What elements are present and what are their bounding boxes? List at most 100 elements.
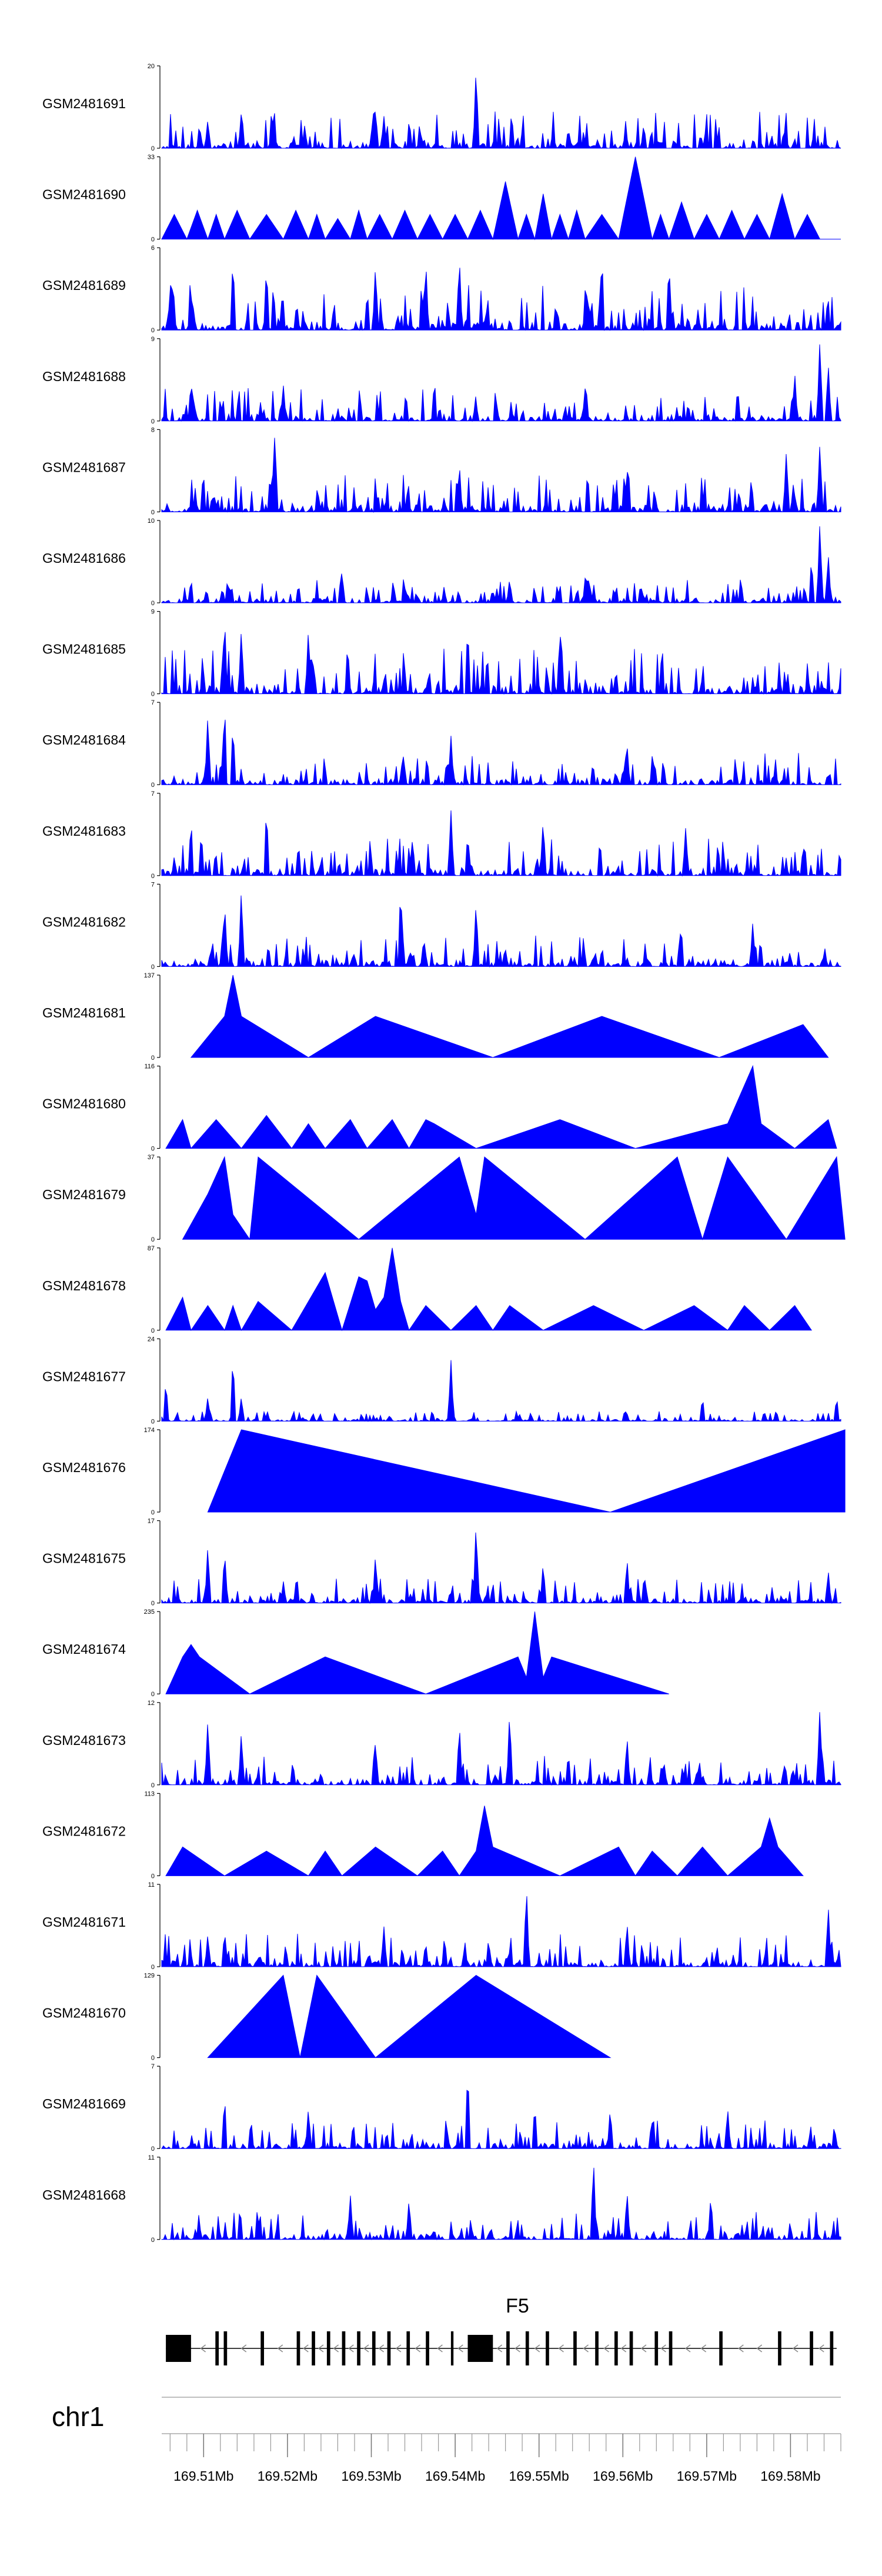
coverage-area <box>161 156 841 241</box>
y-min-label: 0 <box>151 145 155 152</box>
track-label: GSM2481674 <box>42 1641 126 1657</box>
y-min-label: 0 <box>151 1964 155 1971</box>
strand-arrow <box>318 2344 324 2353</box>
coverage-area <box>161 1712 841 1786</box>
track-GSM2481690: GSM2481690 33 0 <box>42 154 841 243</box>
strand-arrow <box>700 2344 707 2353</box>
coverage-area <box>182 1156 846 1240</box>
track-GSM2481680: GSM2481680 116 0 <box>42 1063 837 1153</box>
gene-exon <box>326 2331 330 2365</box>
coverage-area <box>165 1806 804 1877</box>
y-min-label: 0 <box>151 1782 155 1789</box>
strand-arrow <box>496 2344 503 2353</box>
y-max-label: 7 <box>151 790 155 798</box>
strand-arrow <box>534 2344 540 2353</box>
strand-arrow <box>277 2344 283 2353</box>
coverage-area <box>165 1611 669 1694</box>
track-label: GSM2481678 <box>42 1278 126 1293</box>
y-min-label: 0 <box>151 1691 155 1698</box>
y-max-label: 10 <box>148 518 155 525</box>
gene-exon <box>669 2331 673 2365</box>
track-GSM2481687: GSM2481687 8 0 <box>42 426 841 516</box>
track-label: GSM2481681 <box>42 1005 126 1020</box>
track-GSM2481689: GSM2481689 6 0 <box>42 245 841 334</box>
track-GSM2481671: GSM2481671 11 0 <box>42 1881 841 1971</box>
y-max-label: 24 <box>148 1336 155 1343</box>
y-max-label: 7 <box>151 2063 155 2070</box>
y-max-label: 20 <box>148 63 155 70</box>
strand-arrow <box>583 2344 589 2353</box>
track-GSM2481682: GSM2481682 7 0 <box>42 881 841 970</box>
track-GSM2481668: GSM2481668 11 0 <box>42 2154 841 2244</box>
strand-arrow <box>200 2344 206 2353</box>
strand-arrow <box>240 2344 247 2353</box>
coverage-area <box>161 78 841 149</box>
y-min-label: 0 <box>151 2055 155 2062</box>
y-max-label: 8 <box>151 426 155 433</box>
coverage-area <box>161 2090 841 2150</box>
gene-exon <box>654 2331 659 2365</box>
track-GSM2481684: GSM2481684 7 0 <box>42 699 841 789</box>
y-max-label: 137 <box>144 972 155 979</box>
gene-exon <box>223 2331 228 2365</box>
strand-arrow <box>333 2344 339 2353</box>
track-label: GSM2481671 <box>42 1914 126 1930</box>
axis-tick-label: 169.52Mb <box>258 2468 318 2484</box>
y-max-label: 11 <box>148 1881 155 1888</box>
coverage-area <box>207 1429 846 1513</box>
y-min-label: 0 <box>151 1236 155 1243</box>
axis-tick-label: 169.53Mb <box>341 2468 401 2484</box>
track-GSM2481672: GSM2481672 113 0 <box>42 1790 804 1880</box>
track-GSM2481678: GSM2481678 87 0 <box>42 1245 813 1334</box>
y-min-label: 0 <box>151 873 155 880</box>
track-label: GSM2481675 <box>42 1551 126 1566</box>
y-max-label: 116 <box>144 1063 155 1070</box>
strand-arrow <box>415 2344 421 2353</box>
y-min-label: 0 <box>151 2237 155 2244</box>
strand-arrow <box>348 2344 354 2353</box>
strand-arrow <box>378 2344 385 2353</box>
track-label: GSM2481670 <box>42 2006 126 2021</box>
gene-exon <box>215 2331 219 2365</box>
y-max-label: 37 <box>148 1154 155 1161</box>
gene-exon <box>357 2331 360 2365</box>
y-max-label: 9 <box>151 609 155 616</box>
track-label: GSM2481668 <box>42 2187 126 2203</box>
gene-exon <box>260 2331 264 2365</box>
y-max-label: 235 <box>144 1609 155 1616</box>
strand-arrow <box>756 2344 763 2353</box>
track-label: GSM2481680 <box>42 1096 126 1112</box>
y-min-label: 0 <box>151 963 155 970</box>
y-min-label: 0 <box>151 418 155 425</box>
y-max-label: 129 <box>144 1973 155 1980</box>
y-min-label: 0 <box>151 1509 155 1516</box>
strand-arrow <box>738 2344 744 2353</box>
coverage-area <box>161 1532 841 1604</box>
y-max-label: 7 <box>151 699 155 706</box>
gene-exon <box>372 2331 376 2365</box>
coverage-area <box>161 2167 841 2241</box>
coverage-area <box>161 810 841 877</box>
axis-tick-label: 169.51Mb <box>173 2468 233 2484</box>
track-GSM2481688: GSM2481688 9 0 <box>42 336 841 425</box>
track-label: GSM2481688 <box>42 369 126 384</box>
track-GSM2481685: GSM2481685 9 0 <box>42 609 841 698</box>
gene-exon <box>614 2331 618 2365</box>
track-label: GSM2481691 <box>42 96 126 111</box>
track-GSM2481679: GSM2481679 37 0 <box>42 1154 846 1243</box>
genome-axis: chr1 169.51Mb 169.52Mb 169.53Mb 169.54Mb 169… <box>52 2397 841 2484</box>
gene-exon <box>387 2331 391 2365</box>
y-min-label: 0 <box>151 782 155 789</box>
strand-arrow <box>660 2344 666 2353</box>
y-max-label: 33 <box>148 154 155 161</box>
gene-exon <box>573 2331 577 2365</box>
strand-arrow <box>363 2344 369 2353</box>
coverage-area <box>161 1360 841 1423</box>
coverage-area <box>161 526 841 604</box>
coverage-tracks: GSM2481691200GSM2481690330GSM248168960GS… <box>42 63 846 2244</box>
coverage-area <box>161 344 841 422</box>
gene-exon <box>546 2331 549 2365</box>
track-GSM2481669: GSM2481669 7 0 <box>42 2063 841 2153</box>
y-max-label: 11 <box>148 2154 155 2161</box>
gene-exon <box>525 2331 529 2365</box>
